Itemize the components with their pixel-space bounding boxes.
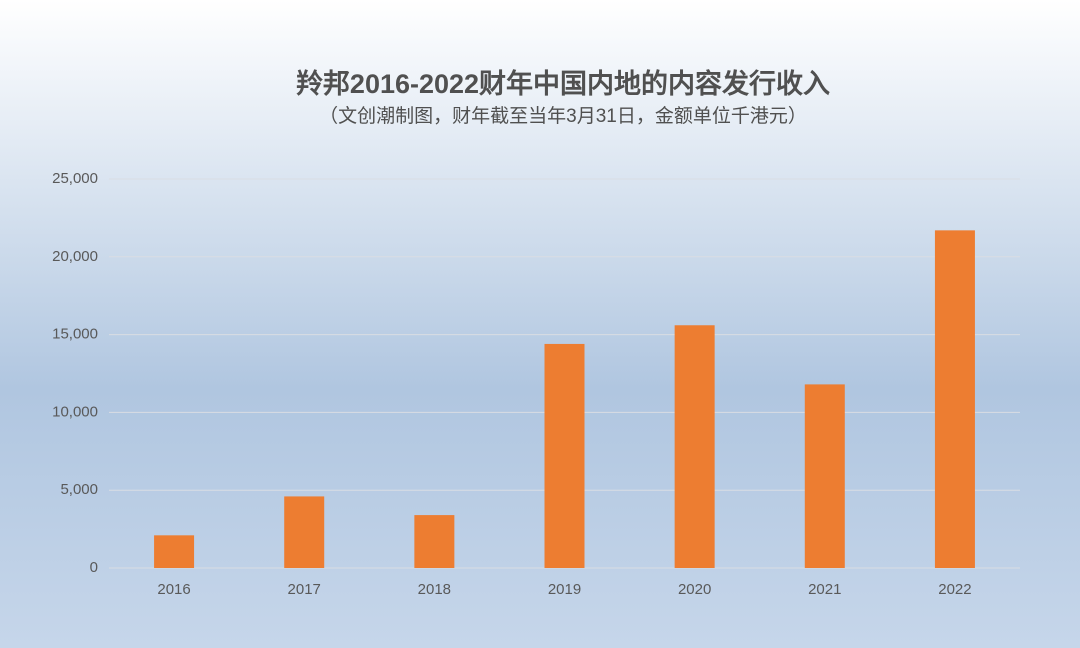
bar: [154, 535, 195, 568]
x-tick-label: 2017: [288, 581, 321, 598]
chart-subtitle: （文创潮制图，财年截至当年3月31日，金额单位千港元）: [319, 105, 807, 127]
x-tick-label: 2016: [157, 581, 190, 598]
x-tick-label: 2022: [938, 581, 971, 598]
bar: [284, 496, 325, 568]
bar: [804, 384, 845, 568]
y-tick-label: 15,000: [52, 326, 98, 343]
x-tick-label: 2020: [678, 581, 711, 598]
x-tick-label: 2019: [548, 581, 581, 598]
y-tick-label: 25,000: [52, 170, 98, 187]
y-tick-label: 0: [90, 559, 98, 576]
bar: [414, 515, 455, 568]
bar: [934, 230, 975, 568]
bar: [674, 325, 715, 568]
bar: [544, 343, 585, 568]
x-tick-label: 2018: [418, 581, 451, 598]
y-tick-label: 5,000: [60, 481, 98, 498]
x-tick-label: 2021: [808, 581, 841, 598]
y-tick-label: 10,000: [52, 403, 98, 420]
chart-title: 羚邦2016-2022财年中国内地的内容发行收入: [296, 68, 830, 99]
y-tick-label: 20,000: [52, 248, 98, 265]
